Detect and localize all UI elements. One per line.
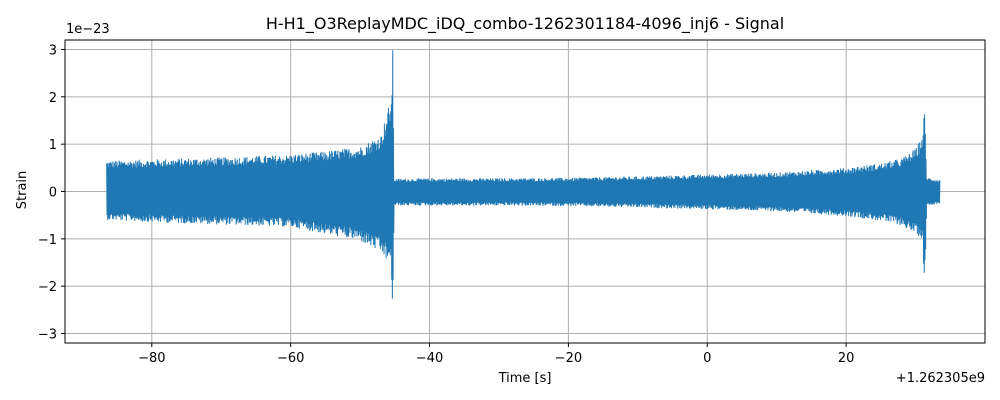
signal-series <box>106 50 941 299</box>
y-tick-label: −2 <box>38 280 57 295</box>
x-axis-label: Time [s] <box>498 371 552 386</box>
y-tick-label: 0 <box>49 186 57 201</box>
x-tick-label: −60 <box>277 351 304 366</box>
y-axis-ticks: −3 −2 −1 0 1 2 3 <box>38 43 65 343</box>
y-scale-label: 1e−23 <box>66 22 110 37</box>
x-tick-label: −40 <box>416 351 443 366</box>
y-tick-label: 1 <box>49 138 57 153</box>
y-tick-label: 3 <box>49 43 57 58</box>
chart-title: H-H1_O3ReplayMDC_iDQ_combo-1262301184-40… <box>266 14 784 34</box>
y-tick-label: −1 <box>38 233 57 248</box>
y-tick-label: 2 <box>49 91 57 106</box>
y-axis-label: Strain <box>15 171 30 210</box>
y-tick-label: −3 <box>38 328 57 343</box>
x-tick-label: 20 <box>838 351 855 366</box>
x-tick-label: −80 <box>138 351 165 366</box>
x-axis-ticks: −80 −60 −40 −20 0 20 <box>138 343 854 366</box>
signal-line <box>106 50 941 299</box>
x-tick-label: 0 <box>703 351 711 366</box>
x-tick-label: −20 <box>555 351 582 366</box>
x-offset-label: +1.262305e9 <box>896 371 985 386</box>
